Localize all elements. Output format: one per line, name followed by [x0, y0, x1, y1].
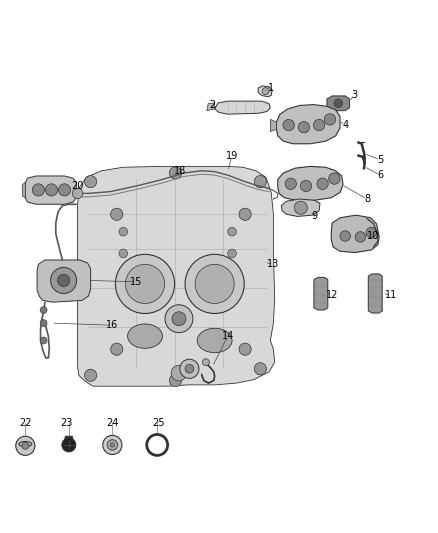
Polygon shape — [281, 199, 320, 216]
Polygon shape — [37, 260, 91, 302]
Polygon shape — [207, 103, 215, 111]
Circle shape — [172, 312, 186, 326]
Polygon shape — [215, 101, 270, 114]
Circle shape — [298, 122, 310, 133]
Polygon shape — [278, 166, 343, 200]
Polygon shape — [78, 166, 275, 386]
Text: 23: 23 — [60, 418, 73, 428]
Circle shape — [328, 173, 340, 184]
Circle shape — [110, 443, 115, 447]
Polygon shape — [331, 215, 379, 253]
Circle shape — [317, 178, 328, 189]
Circle shape — [228, 228, 237, 236]
Circle shape — [116, 254, 175, 313]
Polygon shape — [22, 182, 25, 198]
Circle shape — [340, 231, 350, 241]
Text: 14: 14 — [222, 331, 234, 341]
Text: 15: 15 — [130, 277, 142, 287]
Circle shape — [171, 365, 187, 381]
Circle shape — [366, 228, 377, 238]
Text: 20: 20 — [71, 181, 84, 191]
Circle shape — [170, 167, 182, 179]
Circle shape — [22, 442, 29, 449]
Text: 8: 8 — [364, 194, 370, 204]
Text: 22: 22 — [19, 418, 32, 428]
Circle shape — [334, 99, 343, 108]
Circle shape — [107, 440, 117, 450]
Text: 6: 6 — [377, 170, 383, 180]
Text: 5: 5 — [377, 155, 383, 165]
Circle shape — [40, 306, 47, 313]
Circle shape — [46, 184, 57, 196]
Circle shape — [85, 369, 97, 382]
Circle shape — [111, 343, 123, 356]
Circle shape — [300, 180, 312, 192]
Text: 18: 18 — [174, 166, 186, 176]
Circle shape — [32, 184, 45, 196]
Circle shape — [254, 175, 266, 188]
Circle shape — [40, 337, 47, 344]
Text: 24: 24 — [106, 418, 119, 428]
Circle shape — [195, 264, 234, 303]
Polygon shape — [276, 104, 340, 144]
Ellipse shape — [127, 324, 162, 349]
Text: 12: 12 — [326, 290, 338, 300]
Text: 25: 25 — [152, 418, 164, 428]
Ellipse shape — [19, 441, 32, 447]
Text: 13: 13 — [267, 260, 279, 269]
Circle shape — [85, 175, 97, 188]
Circle shape — [180, 359, 199, 378]
Circle shape — [103, 435, 122, 455]
Polygon shape — [314, 277, 328, 310]
Circle shape — [119, 249, 127, 258]
Circle shape — [57, 274, 70, 287]
Text: 16: 16 — [106, 320, 119, 330]
Circle shape — [355, 232, 366, 242]
Ellipse shape — [197, 328, 232, 353]
Circle shape — [72, 188, 83, 199]
Text: 19: 19 — [226, 150, 238, 160]
Text: 1: 1 — [268, 83, 274, 93]
Text: 9: 9 — [312, 212, 318, 221]
Polygon shape — [64, 436, 74, 443]
Circle shape — [294, 201, 307, 214]
Circle shape — [285, 178, 297, 189]
Circle shape — [239, 208, 251, 220]
Circle shape — [170, 375, 182, 386]
Text: 4: 4 — [342, 120, 348, 130]
Circle shape — [58, 184, 71, 196]
Circle shape — [228, 249, 237, 258]
Polygon shape — [327, 96, 350, 111]
Circle shape — [125, 264, 165, 303]
Polygon shape — [25, 176, 76, 204]
Text: 10: 10 — [367, 231, 380, 241]
Circle shape — [239, 343, 251, 356]
Circle shape — [324, 114, 336, 125]
Circle shape — [262, 87, 269, 94]
Polygon shape — [258, 86, 272, 97]
Circle shape — [283, 119, 294, 131]
Text: 11: 11 — [385, 290, 397, 300]
Text: 3: 3 — [351, 90, 357, 100]
Circle shape — [185, 365, 194, 373]
Circle shape — [62, 438, 76, 452]
Circle shape — [254, 362, 266, 375]
Polygon shape — [270, 119, 276, 132]
Circle shape — [185, 254, 244, 313]
Circle shape — [119, 228, 127, 236]
Text: 2: 2 — [209, 100, 215, 110]
Circle shape — [40, 320, 47, 327]
Circle shape — [111, 208, 123, 220]
Circle shape — [202, 359, 209, 366]
Circle shape — [16, 436, 35, 455]
Polygon shape — [368, 274, 382, 313]
Circle shape — [165, 305, 193, 333]
Circle shape — [314, 119, 325, 131]
Circle shape — [50, 268, 77, 294]
